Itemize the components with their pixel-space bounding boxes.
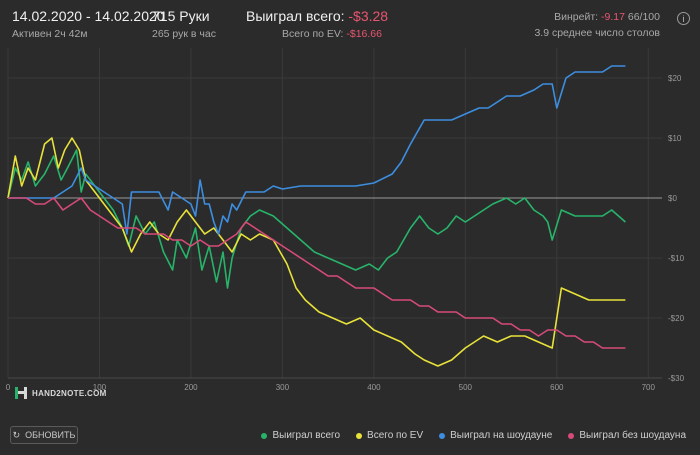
legend-item-ev[interactable]: Всего по EV (356, 430, 423, 441)
hands-block: 715 Руки 265 рук в час (152, 8, 216, 40)
grid (7, 48, 662, 379)
series-line-2 (8, 65, 626, 235)
y-tick-label: -$30 (668, 374, 685, 383)
won-total: Выиграл всего: -$3.28 (246, 8, 388, 24)
won-block: Выиграл всего: -$3.28 Всего по EV: -$16.… (246, 8, 388, 40)
hands-count: 715 Руки (152, 8, 210, 24)
refresh-button[interactable]: ↻ ОБНОВИТЬ (10, 426, 78, 444)
x-tick-label: 200 (184, 383, 198, 392)
y-tick-label: $0 (668, 194, 677, 203)
avg-tables: 3.9 среднее число столов (534, 27, 660, 39)
winrate-block: Винрейт: -9.17 66/100 3.9 среднее число … (534, 8, 660, 39)
legend-item-showdown[interactable]: Выиграл на шоудауне (439, 430, 552, 441)
y-tick-label: -$20 (668, 314, 685, 323)
legend-dot (568, 432, 575, 439)
ev-total: Всего по EV: -$16.66 (282, 28, 388, 40)
x-tick-label: 300 (276, 383, 290, 392)
series-lines (7, 65, 626, 367)
y-tick-label: $20 (668, 74, 682, 83)
series-line-0 (7, 149, 626, 289)
legend-label: Выиграл без шоудауна (579, 430, 686, 441)
refresh-icon: ↻ (12, 429, 21, 440)
logo-icon (15, 387, 27, 399)
x-tick-label: 700 (642, 383, 656, 392)
logo-text: HAND2NOTE.COM (32, 388, 107, 398)
legend-dot (439, 432, 446, 439)
legend-label: Выиграл на шоудауне (450, 430, 553, 441)
won-total-label: Выиграл всего: (246, 8, 345, 24)
ev-value: -$16.66 (346, 28, 382, 40)
legend-label: Выиграл всего (272, 430, 341, 441)
refresh-label: ОБНОВИТЬ (25, 430, 76, 440)
legend-item-won-total[interactable]: Выиграл всего (261, 430, 340, 441)
series-line-3 (8, 197, 626, 349)
winrate-label: Винрейт: (554, 11, 599, 23)
legend-dot (261, 432, 268, 439)
hands-per-hour: 265 рук в час (152, 28, 216, 40)
won-total-value: -$3.28 (348, 8, 389, 24)
y-tick-label: -$10 (668, 254, 685, 263)
x-tick-label: 400 (367, 383, 381, 392)
winrate: Винрейт: -9.17 66/100 (534, 11, 660, 23)
winrate-value: -9.17 (601, 11, 625, 23)
legend-dot (356, 432, 363, 439)
legend: Выиграл всего Всего по EV Выиграл на шоу… (261, 430, 686, 441)
legend-label: Всего по EV (367, 430, 424, 441)
chart: $20 $10 $0 -$10 -$20 -$30 0 100 200 300 400 500 600… (6, 48, 685, 392)
active-time: Активен 2ч 42м (12, 28, 88, 40)
y-ticks: $20 $10 $0 -$10 -$20 -$30 (668, 74, 685, 383)
x-tick-label: 100 (93, 383, 107, 392)
x-tick-label: 600 (550, 383, 564, 392)
legend-item-non-showdown[interactable]: Выиграл без шоудауна (568, 430, 686, 441)
date-block: 14.02.2020 - 14.02.2020 Активен 2ч 42м (12, 8, 165, 40)
x-tick-label: 500 (459, 383, 473, 392)
x-tick-label: 0 (6, 383, 11, 392)
y-tick-label: $10 (668, 134, 682, 143)
winrate-unit: 66/100 (627, 11, 660, 23)
date-range: 14.02.2020 - 14.02.2020 (12, 8, 165, 24)
x-ticks: 0 100 200 300 400 500 600 700 (6, 383, 656, 392)
ev-label: Всего по EV: (282, 28, 344, 40)
info-icon[interactable]: i (677, 12, 690, 25)
series-line-1 (7, 137, 626, 367)
logo: HAND2NOTE.COM (14, 386, 107, 400)
